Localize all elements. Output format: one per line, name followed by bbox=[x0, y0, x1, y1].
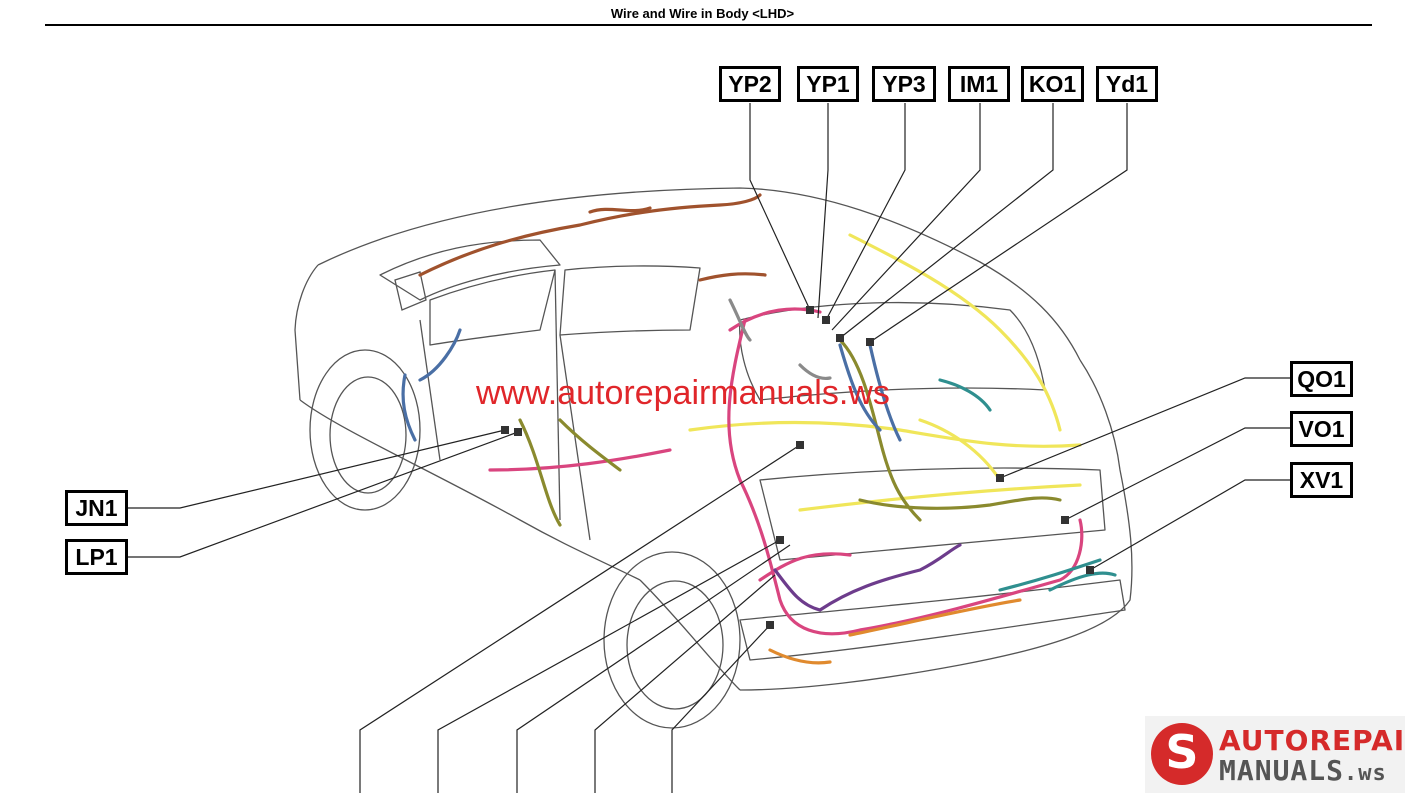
b-pillar bbox=[559, 334, 591, 541]
leader-yp1 bbox=[817, 103, 829, 319]
leader-bottom-5 bbox=[671, 624, 771, 793]
rear-wheel bbox=[626, 580, 724, 710]
front-door-line bbox=[419, 319, 441, 461]
connector-label-ko1: KO1 bbox=[1021, 66, 1084, 102]
rear-wheel-arch bbox=[603, 551, 741, 729]
front-wheel-arch bbox=[309, 349, 421, 511]
leader-bottom-3 bbox=[516, 544, 791, 793]
harness-yellow-rear bbox=[688, 233, 1082, 512]
front-wheel bbox=[329, 376, 407, 494]
side-window-rear bbox=[559, 265, 701, 336]
leader-yp3 bbox=[824, 103, 906, 323]
side-mirror bbox=[394, 271, 427, 311]
leader-xv1 bbox=[1089, 479, 1290, 571]
connector bbox=[776, 536, 784, 544]
watermark-text: www.autorepairmanuals.ws bbox=[476, 374, 890, 412]
leader-lp1 bbox=[128, 431, 519, 558]
harness-teal-rear bbox=[938, 378, 1117, 592]
rear-door-line bbox=[554, 269, 561, 521]
logo-bottom-text: MANUALS.ws bbox=[1219, 754, 1387, 787]
leader-ko1 bbox=[839, 103, 1054, 339]
harness-roof-brown bbox=[418, 193, 762, 277]
car-rear-line bbox=[739, 359, 1133, 691]
connector-label-vo1: VO1 bbox=[1290, 411, 1353, 447]
car-side-line bbox=[299, 399, 641, 581]
connector bbox=[1086, 566, 1094, 574]
connector bbox=[996, 474, 1004, 482]
leader-yp2 bbox=[749, 103, 811, 311]
wheels bbox=[309, 349, 741, 729]
tailgate bbox=[759, 467, 1106, 561]
side-window-front bbox=[429, 269, 556, 346]
car-body-outline bbox=[294, 187, 1133, 691]
leader-jn1 bbox=[128, 429, 506, 509]
logo-top-text: AUTOREPAIR bbox=[1219, 724, 1405, 757]
leader-bottom-4 bbox=[594, 574, 776, 793]
connector-label-im1: IM1 bbox=[948, 66, 1010, 102]
connector bbox=[514, 428, 522, 436]
connector bbox=[866, 338, 874, 346]
leader-lines bbox=[128, 103, 1290, 793]
car-rocker-line bbox=[639, 579, 741, 691]
harness-olive-body bbox=[518, 338, 1062, 527]
car-hood-line bbox=[294, 264, 319, 401]
title-rule bbox=[45, 24, 1372, 26]
connector-label-yp1: YP1 bbox=[797, 66, 859, 102]
connectors bbox=[501, 306, 1094, 629]
connector-label-jn1: JN1 bbox=[65, 490, 128, 526]
autorepair-logo: S AUTOREPAIR MANUALS.ws bbox=[1145, 716, 1405, 793]
leader-qo1 bbox=[999, 377, 1290, 479]
harness-blue-front bbox=[401, 328, 902, 442]
leader-vo1 bbox=[1064, 427, 1290, 521]
page-title: Wire and Wire in Body <LHD> bbox=[610, 6, 795, 21]
harness-roof-brown-2 bbox=[588, 206, 767, 282]
connector bbox=[766, 621, 774, 629]
connector-label-xv1: XV1 bbox=[1290, 462, 1353, 498]
windshield bbox=[379, 239, 561, 301]
connector bbox=[836, 334, 844, 342]
leader-yd1 bbox=[869, 103, 1128, 343]
connector-label-lp1: LP1 bbox=[65, 539, 128, 575]
car-roof-line bbox=[317, 187, 1081, 361]
connector-label-qo1: QO1 bbox=[1290, 361, 1353, 397]
harness-gray-center bbox=[728, 298, 832, 381]
connector-label-yd1: Yd1 bbox=[1096, 66, 1158, 102]
logo-s-icon: S bbox=[1151, 723, 1213, 785]
connector-label-yp3: YP3 bbox=[872, 66, 936, 102]
connector bbox=[796, 441, 804, 449]
leader-im1 bbox=[831, 103, 981, 331]
leader-bottom-2 bbox=[437, 539, 781, 793]
harness-pink-main bbox=[488, 307, 1084, 636]
leader-bottom-1 bbox=[359, 444, 801, 793]
connector bbox=[501, 426, 509, 434]
wire-harnesses bbox=[401, 193, 1117, 665]
rear-bumper bbox=[739, 579, 1126, 661]
connector bbox=[1061, 516, 1069, 524]
connector bbox=[822, 316, 830, 324]
connector-label-yp2: YP2 bbox=[719, 66, 781, 102]
connector bbox=[806, 306, 814, 314]
harness-purple-lower bbox=[773, 543, 962, 612]
harness-orange-bumper bbox=[768, 598, 1022, 665]
